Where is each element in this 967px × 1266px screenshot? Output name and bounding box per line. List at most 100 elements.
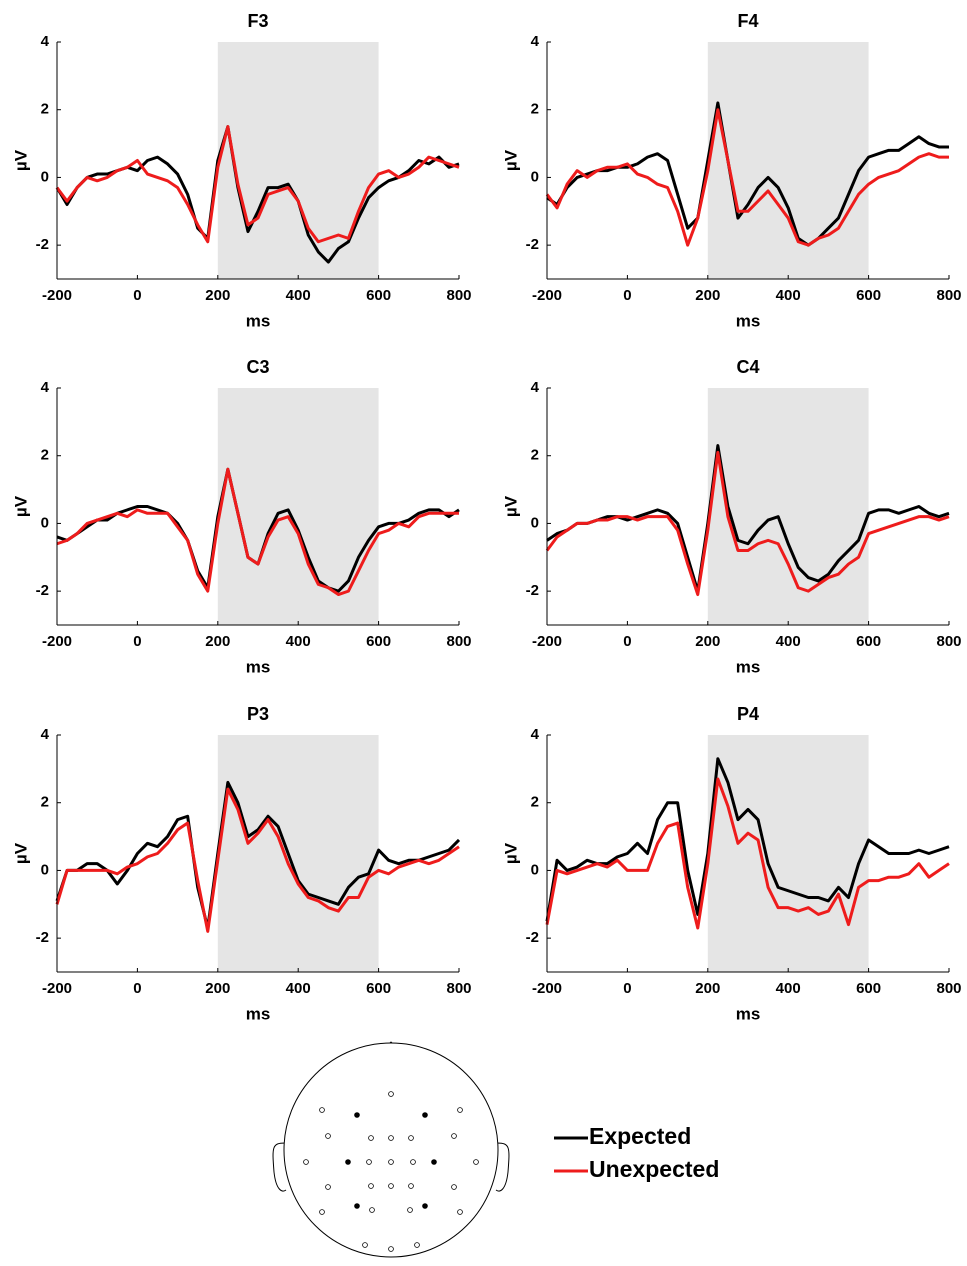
series-line xyxy=(55,780,461,930)
y-tick-label: 4 xyxy=(531,33,540,50)
series-line xyxy=(55,125,460,244)
y-tick-label: 4 xyxy=(41,726,50,743)
series-line xyxy=(545,777,950,930)
y-tick-label: 2 xyxy=(531,447,539,464)
x-axis-label: ms xyxy=(246,657,271,676)
y-tick-label: -2 xyxy=(526,929,539,946)
x-tick-label: 200 xyxy=(205,633,230,650)
y-tick-label: 0 xyxy=(41,861,49,878)
x-tick-label: -200 xyxy=(42,287,72,304)
x-tick-label: 400 xyxy=(776,980,801,997)
left-ear xyxy=(272,1142,287,1192)
x-tick-label: 800 xyxy=(446,980,471,997)
electrodes xyxy=(303,1091,479,1252)
subplot-title: F3 xyxy=(247,11,268,31)
y-axis-label: µV xyxy=(11,842,30,864)
x-tick-label: 800 xyxy=(936,287,961,304)
x-tick-label: 400 xyxy=(286,633,311,650)
x-axis-label: ms xyxy=(736,1004,761,1023)
y-tick-label: -2 xyxy=(36,929,49,946)
shaded-window xyxy=(707,388,869,625)
y-tick-label: 0 xyxy=(531,168,539,185)
shaded-window xyxy=(217,388,379,625)
series-line xyxy=(56,467,459,597)
x-axis-label: ms xyxy=(246,1004,271,1023)
x-tick-label: 0 xyxy=(133,287,141,304)
y-tick-label: 2 xyxy=(531,794,539,811)
subplot: -2 0 2 4 -200 0 200 400 600 800 F3 ms µV xyxy=(11,11,471,331)
x-tick-label: -200 xyxy=(532,980,562,997)
x-tick-label: 0 xyxy=(623,980,631,997)
right-ear xyxy=(495,1142,510,1192)
y-tick-label: 0 xyxy=(41,168,49,185)
y-tick-label: 2 xyxy=(41,794,49,811)
head-outline xyxy=(283,1042,499,1258)
subplot: -2 0 2 4 -200 0 200 400 600 800 C4 ms µV xyxy=(501,357,961,677)
y-tick-label: 4 xyxy=(41,379,50,396)
y-axis-label: µV xyxy=(501,495,520,517)
x-tick-label: 0 xyxy=(133,980,141,997)
subplot-title: C4 xyxy=(736,357,759,377)
subplot-title: P3 xyxy=(247,704,269,724)
legend-label: Expected xyxy=(589,1123,691,1149)
x-tick-label: 600 xyxy=(366,633,391,650)
x-tick-label: 200 xyxy=(695,633,720,650)
subplot-title: C3 xyxy=(246,357,269,377)
y-tick-label: 4 xyxy=(531,726,540,743)
y-tick-label: 0 xyxy=(531,514,539,531)
x-tick-label: -200 xyxy=(42,980,72,997)
y-tick-label: 0 xyxy=(531,861,539,878)
x-tick-label: 800 xyxy=(446,633,471,650)
x-tick-label: 200 xyxy=(695,287,720,304)
y-tick-label: -2 xyxy=(526,236,539,253)
y-tick-label: 4 xyxy=(41,33,50,50)
series-line xyxy=(545,757,950,922)
subplot: -2 0 2 4 -200 0 200 400 600 800 P4 ms µV xyxy=(501,704,961,1024)
y-tick-label: 2 xyxy=(41,447,49,464)
x-tick-label: -200 xyxy=(532,633,562,650)
subplot: -2 0 2 4 -200 0 200 400 600 800 F4 ms µV xyxy=(501,11,961,331)
shaded-window xyxy=(217,42,379,279)
x-axis-label: ms xyxy=(246,311,271,330)
x-tick-label: 600 xyxy=(856,980,881,997)
series-line xyxy=(545,108,949,247)
x-tick-label: -200 xyxy=(42,633,72,650)
x-tick-label: 800 xyxy=(936,633,961,650)
y-axis-label: µV xyxy=(11,495,30,517)
y-axis-label: µV xyxy=(501,149,520,171)
y-axis-label: µV xyxy=(11,149,30,171)
x-tick-label: 400 xyxy=(776,633,801,650)
y-tick-label: 2 xyxy=(41,101,49,118)
x-axis-label: ms xyxy=(736,311,761,330)
selected-electrodes xyxy=(345,1112,437,1209)
series-line xyxy=(55,787,460,933)
x-tick-label: 400 xyxy=(286,287,311,304)
y-tick-label: -2 xyxy=(36,236,49,253)
y-tick-label: -2 xyxy=(36,582,49,599)
x-tick-label: 600 xyxy=(856,287,881,304)
shaded-window xyxy=(707,735,869,972)
y-tick-label: 0 xyxy=(41,514,49,531)
x-tick-label: 0 xyxy=(623,633,631,650)
subplot-title: P4 xyxy=(737,704,759,724)
x-tick-label: 600 xyxy=(366,980,391,997)
y-tick-label: 2 xyxy=(531,101,539,118)
subplot: -2 0 2 4 -200 0 200 400 600 800 C3 ms µV xyxy=(11,357,471,677)
x-tick-label: 800 xyxy=(446,287,471,304)
subplot-title: F4 xyxy=(737,11,758,31)
x-tick-label: -200 xyxy=(532,287,562,304)
x-tick-label: 400 xyxy=(776,287,801,304)
x-tick-label: 600 xyxy=(366,287,391,304)
x-tick-label: 600 xyxy=(856,633,881,650)
head-map xyxy=(272,1041,510,1258)
y-tick-label: 4 xyxy=(531,379,540,396)
x-tick-label: 0 xyxy=(133,633,141,650)
x-tick-label: 400 xyxy=(286,980,311,997)
x-axis-label: ms xyxy=(736,657,761,676)
shaded-window xyxy=(707,42,869,279)
x-tick-label: 200 xyxy=(205,287,230,304)
shaded-window xyxy=(217,735,379,972)
legend-label: Unexpected xyxy=(589,1156,719,1182)
